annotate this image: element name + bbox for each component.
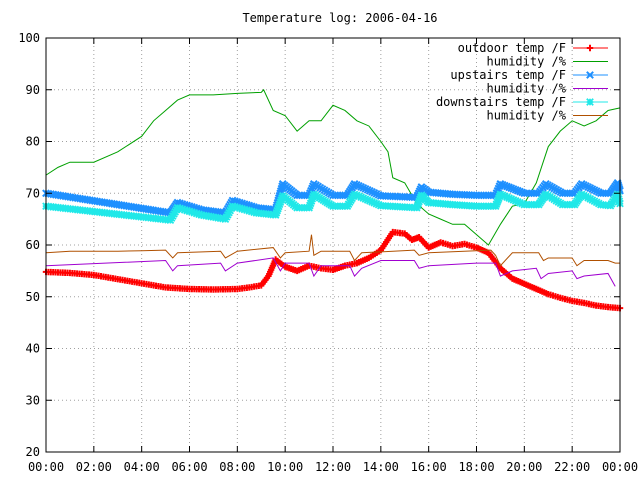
grid-lines: [46, 38, 620, 452]
data-point-marker: [586, 98, 594, 106]
series-2: [45, 88, 621, 246]
data-point-marker: [586, 44, 594, 52]
y-tick-label: 70: [26, 186, 40, 200]
series-5: [42, 190, 624, 224]
y-tick-label: 80: [26, 135, 40, 149]
x-tick-label: 16:00: [411, 460, 447, 474]
x-tick-label: 04:00: [124, 460, 160, 474]
series-1: [42, 228, 624, 312]
data-point-marker: [532, 189, 541, 198]
x-tick-label: 12:00: [315, 460, 351, 474]
x-tick-label: 06:00: [171, 460, 207, 474]
series-4: [45, 257, 616, 287]
data-point-marker: [568, 189, 577, 198]
y-tick-label: 20: [26, 445, 40, 459]
legend-label: downstairs temp /F: [436, 95, 566, 109]
x-tick-label: 00:00: [602, 460, 638, 474]
legend-label: humidity /%: [487, 109, 567, 123]
y-tick-label: 100: [18, 31, 40, 45]
legend-label: humidity /%: [487, 82, 567, 96]
x-tick-label: 00:00: [28, 460, 64, 474]
x-tick-label: 10:00: [267, 460, 303, 474]
y-tick-label: 50: [26, 290, 40, 304]
series-line: [45, 257, 616, 287]
y-axis-ticks: 20 30 40 50 60 70 80 90 100: [18, 31, 620, 459]
y-tick-label: 30: [26, 393, 40, 407]
legend-label: outdoor temp /F: [458, 41, 566, 55]
y-tick-label: 90: [26, 83, 40, 97]
legend-label: upstairs temp /F: [450, 68, 566, 82]
legend-label: humidity /%: [487, 55, 567, 69]
y-tick-label: 40: [26, 342, 40, 356]
x-tick-label: 22:00: [554, 460, 590, 474]
x-tick-label: 20:00: [506, 460, 542, 474]
data-point-marker: [586, 71, 594, 79]
series-line: [45, 88, 621, 246]
series-line: [45, 234, 620, 267]
x-axis-ticks: 00:00 02:00 04:00 06:00 08:00 10:00 12:00 14:00…: [28, 38, 638, 474]
chart-title: Temperature log: 2006-04-16: [242, 11, 437, 25]
x-tick-label: 02:00: [76, 460, 112, 474]
x-tick-label: 08:00: [219, 460, 255, 474]
x-tick-label: 18:00: [458, 460, 494, 474]
series-layer: [42, 88, 624, 312]
series-6: [45, 234, 620, 267]
x-tick-label: 14:00: [363, 460, 399, 474]
y-tick-label: 60: [26, 238, 40, 252]
